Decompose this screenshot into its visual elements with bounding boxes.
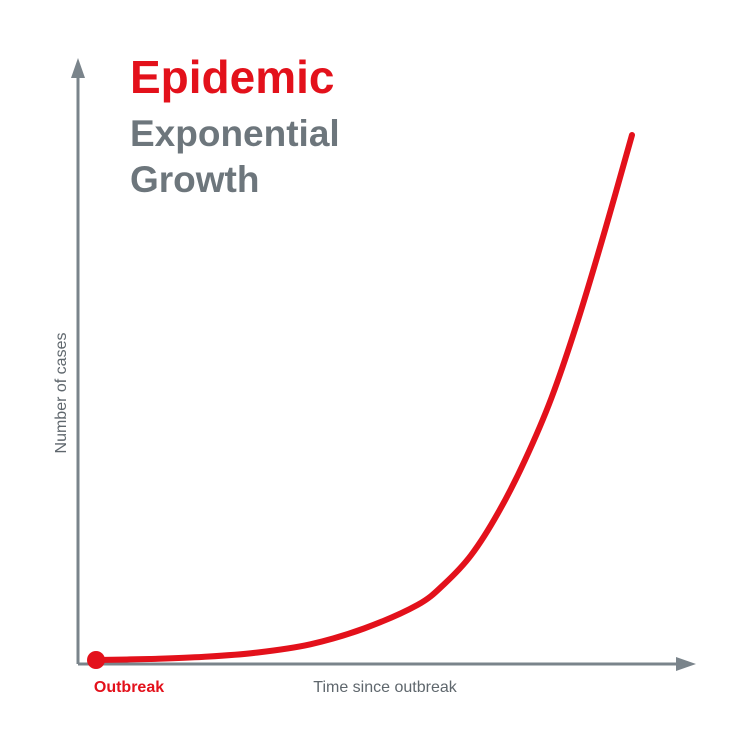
chart-title: Epidemic bbox=[130, 51, 335, 103]
outbreak-marker bbox=[87, 651, 105, 669]
x-axis-label: Time since outbreak bbox=[313, 679, 457, 696]
x-axis-arrowhead bbox=[676, 657, 696, 671]
growth-curve-series bbox=[93, 132, 635, 663]
chart-subtitle-line-1: Exponential bbox=[130, 113, 340, 154]
outbreak-label: Outbreak bbox=[94, 679, 164, 696]
y-axis-arrowhead bbox=[71, 58, 85, 78]
y-axis-label: Number of cases bbox=[53, 333, 70, 454]
chart-subtitle-line-2: Growth bbox=[130, 159, 259, 200]
